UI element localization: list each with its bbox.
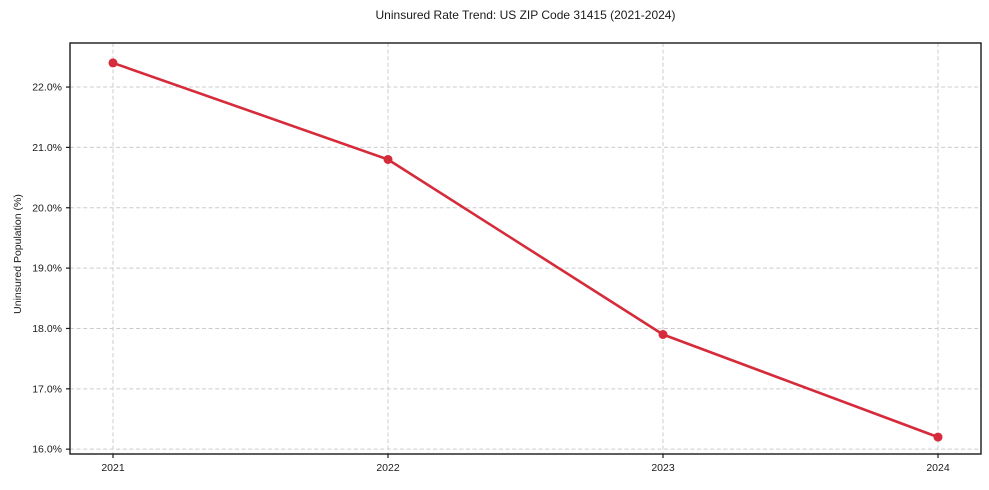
x-tick-label: 2022 <box>376 462 400 474</box>
data-point <box>658 330 668 340</box>
y-tick-label: 17.0% <box>32 383 62 395</box>
y-tick-label: 19.0% <box>32 263 62 275</box>
data-point <box>383 154 393 164</box>
trend-line <box>111 61 940 439</box>
x-tick-label: 2023 <box>651 462 675 474</box>
data-point <box>933 432 943 442</box>
y-tick-label: 21.0% <box>32 142 62 154</box>
y-tick-label: 20.0% <box>32 202 62 214</box>
y-tick-label: 22.0% <box>32 82 62 94</box>
y-tick-label: 16.0% <box>32 444 62 456</box>
plot-frame <box>69 42 982 455</box>
x-tick-label: 2024 <box>926 462 950 474</box>
chart-title: Uninsured Rate Trend: US ZIP Code 31415 … <box>375 8 676 22</box>
y-tick-label: 18.0% <box>32 323 62 335</box>
x-tick-label: 2021 <box>101 462 125 474</box>
data-point <box>108 58 118 68</box>
